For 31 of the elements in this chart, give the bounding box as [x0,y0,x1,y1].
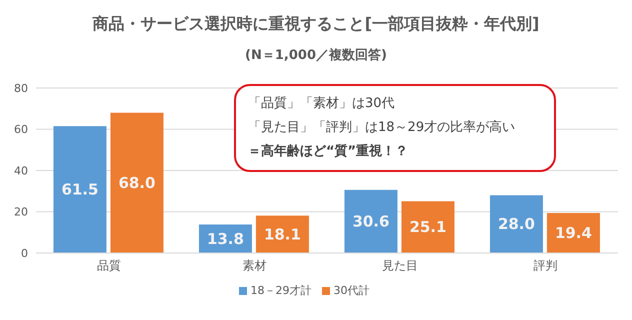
bar [256,216,309,253]
y-tick-label: 40 [14,164,28,178]
bar [490,195,543,253]
annotation: 「見た目」「評判」は18～29才の比率が高い [248,119,516,137]
x-tick-label: 見た目 [382,258,418,273]
y-tick-label: 60 [14,123,28,136]
callout-box: 「品質」「素材」は30代 「見た目」「評判」は18～29才の比率が高い ＝高年齢ほど“質”重視！？ [234,84,556,172]
bar [53,126,106,253]
data-label: 61.5 [61,180,98,199]
bar [110,112,164,253]
data-label: 25.1 [409,218,446,236]
bar [401,201,454,253]
legend-label: 18－29才計 [250,284,312,297]
annotation: 「品質」「素材」は30代 [248,95,396,113]
chart-title: 商品・サービス選択時に重視すること[一部項目抜粋・年代別] [92,14,540,35]
data-label: 13.8 [206,230,244,248]
data-label: 68.0 [118,174,156,192]
chart-subtitle: (N＝1,000／複数回答) [244,46,388,64]
bar [344,190,398,253]
x-tick-label: 素材 [242,258,266,273]
y-tick-label: 20 [14,206,28,219]
y-tick-label: 80 [14,82,28,95]
data-label: 28.0 [498,215,535,234]
data-label: 19.4 [554,224,592,242]
data-label: 30.6 [352,212,390,230]
data-label: 18.1 [264,225,301,244]
x-tick-label: 評判 [533,258,558,273]
y-tick-label: 0 [21,246,28,260]
annotation: ＝高年齢ほど“質”重視！？ [248,142,410,161]
x-tick-label: 品質 [96,258,121,273]
legend-label: 30代計 [334,284,370,297]
